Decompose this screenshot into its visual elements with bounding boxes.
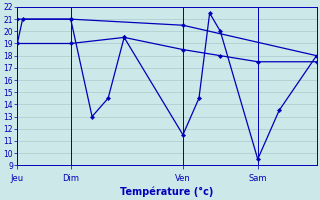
X-axis label: Température (°c): Température (°c) bbox=[120, 186, 213, 197]
